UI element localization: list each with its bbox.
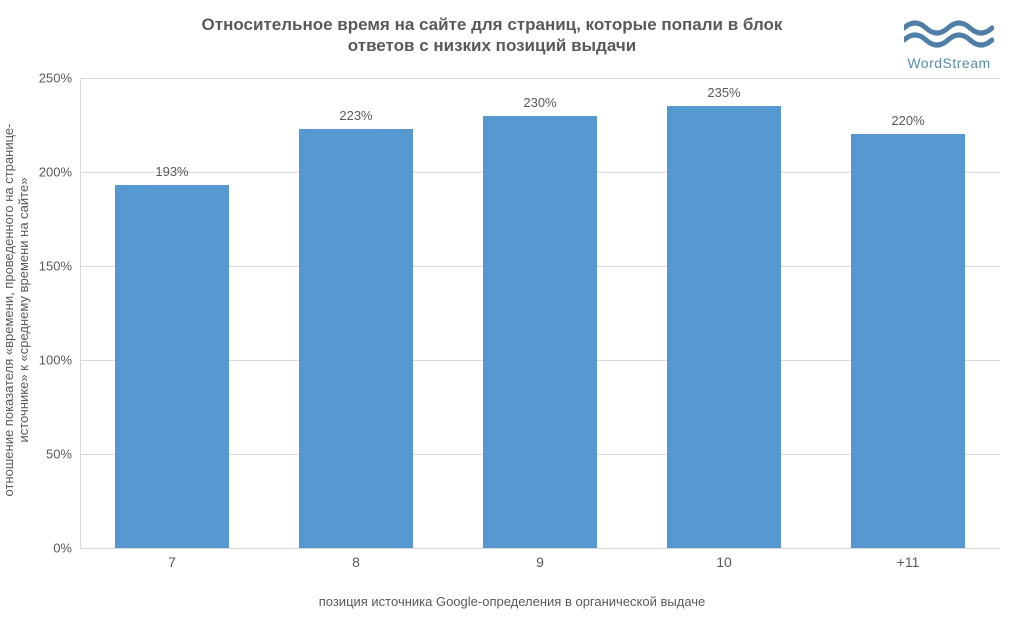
bar-value-label: 220% <box>891 113 924 128</box>
x-tick-label: 7 <box>168 554 176 570</box>
logo-waves-icon <box>904 18 994 48</box>
bar-value-label: 230% <box>523 95 556 110</box>
y-axis-title: отношение показателя «времени, проведенн… <box>1 50 31 570</box>
y-tick-label: 150% <box>39 259 72 274</box>
x-tick-label: +11 <box>897 554 920 570</box>
bar: 223% <box>299 129 413 548</box>
bar-value-label: 193% <box>155 164 188 179</box>
y-tick-label: 250% <box>39 71 72 86</box>
x-tick-label: 8 <box>352 554 360 570</box>
bar: 220% <box>851 134 965 548</box>
bar: 230% <box>483 116 597 548</box>
wordstream-logo: WordStream <box>894 18 1004 71</box>
gridline <box>80 78 1000 79</box>
bar-value-label: 235% <box>707 85 740 100</box>
bar: 235% <box>667 106 781 548</box>
x-axis-title: позиция источника Google-определения в о… <box>0 594 1024 609</box>
y-tick-label: 0% <box>53 541 72 556</box>
x-tick-label: 9 <box>536 554 544 570</box>
y-tick-label: 100% <box>39 353 72 368</box>
y-axis-line <box>80 78 81 548</box>
y-tick-label: 200% <box>39 165 72 180</box>
y-tick-label: 50% <box>46 447 72 462</box>
bar-value-label: 223% <box>339 108 372 123</box>
logo-text: WordStream <box>894 55 1004 71</box>
gridline <box>80 548 1000 549</box>
chart-title: Относительное время на сайте для страниц… <box>120 14 864 57</box>
x-tick-label: 10 <box>716 554 732 570</box>
chart-container: Относительное время на сайте для страниц… <box>0 0 1024 619</box>
bar: 193% <box>115 185 229 548</box>
plot-area: 0%50%100%150%200%250%193%223%230%235%220… <box>80 78 1000 548</box>
